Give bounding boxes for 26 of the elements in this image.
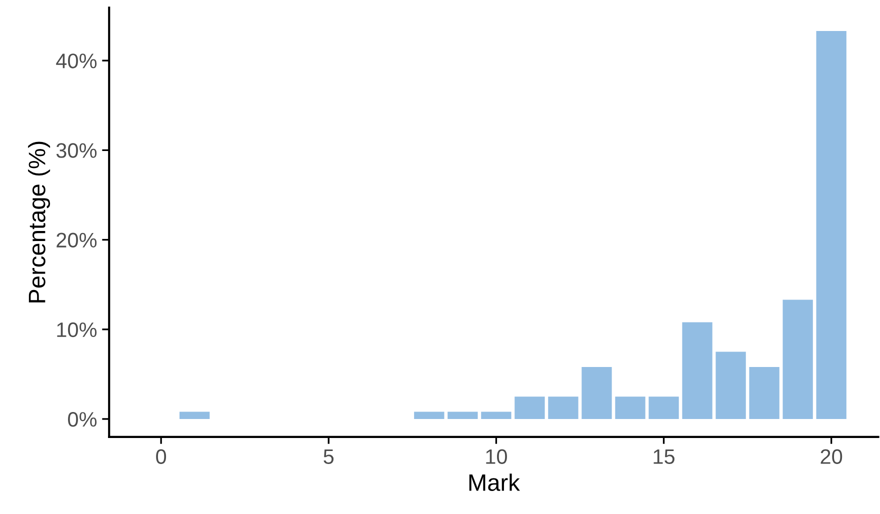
bar (448, 412, 478, 419)
bar (682, 322, 712, 419)
x-tick-label: 15 (654, 449, 674, 464)
bar (782, 300, 813, 419)
bar (414, 412, 444, 419)
bar (514, 396, 545, 419)
bar (548, 396, 578, 419)
y-tick-label: 30% (56, 143, 97, 158)
bar (648, 396, 679, 419)
x-tick-label: 10 (486, 449, 507, 464)
y-axis-title: Percentage (%) (28, 142, 50, 302)
bar (816, 31, 846, 419)
x-axis-title: Mark (469, 474, 520, 492)
y-tick-label: 10% (57, 322, 97, 338)
bar (179, 412, 210, 419)
x-tick-label: 5 (324, 449, 334, 464)
x-tick-label: 20 (820, 449, 842, 464)
bar (716, 352, 746, 419)
bar (582, 367, 612, 419)
y-tick-label: 20% (56, 232, 97, 248)
bar (615, 396, 646, 419)
y-tick-label: 0% (68, 412, 97, 427)
bar (749, 367, 780, 419)
bar (481, 412, 512, 419)
y-tick-label: 40% (56, 54, 97, 68)
x-tick-label: 0 (156, 449, 166, 464)
